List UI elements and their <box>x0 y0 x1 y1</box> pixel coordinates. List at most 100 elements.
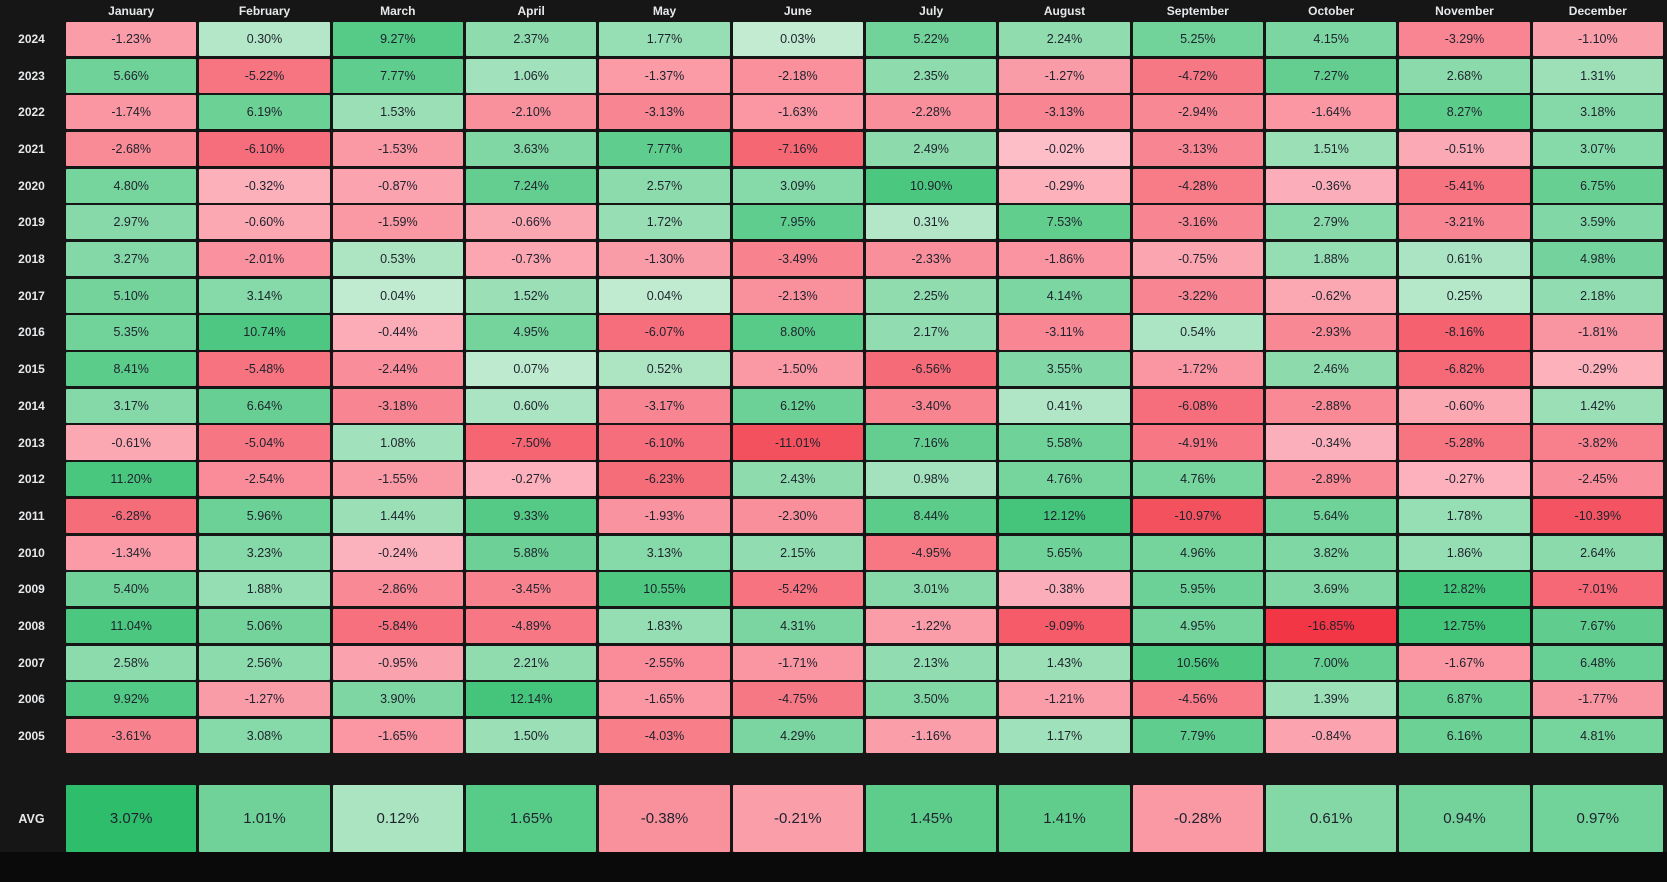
year-row-2009: 2009 5.40% 1.88% -2.86% -3.45% 10.55% -5.42% 3.… <box>0 572 1663 607</box>
return-cell: -0.51% <box>1399 132 1530 167</box>
return-cell: 3.69% <box>1265 572 1397 607</box>
return-cell: 6.87% <box>1399 682 1530 717</box>
return-cell: 3.90% <box>332 682 463 717</box>
return-cell: 0.07% <box>465 352 597 387</box>
return-cell: 1.42% <box>1532 388 1663 423</box>
return-cell: -1.30% <box>599 242 730 277</box>
return-cell: -2.54% <box>199 462 330 497</box>
return-cell: 5.10% <box>66 278 197 313</box>
avg-cell: 0.61% <box>1265 785 1397 852</box>
return-cell: -2.44% <box>332 352 463 387</box>
return-cell: 11.20% <box>66 462 197 497</box>
column-header-july: July <box>919 4 944 18</box>
return-cell: 0.31% <box>865 205 997 240</box>
year-row-2018: 2018 3.27% -2.01% 0.53% -0.73% -1.30% -3.49% -2… <box>0 242 1663 277</box>
return-cell: 6.48% <box>1532 645 1663 680</box>
avg-cell: 1.65% <box>465 785 597 852</box>
return-cell: -1.81% <box>1532 315 1663 350</box>
return-cell: -1.77% <box>1532 682 1663 717</box>
return-cell: -0.34% <box>1265 425 1397 460</box>
return-cell: -1.63% <box>732 95 863 130</box>
return-cell: 1.72% <box>599 205 730 240</box>
return-cell: 1.31% <box>1532 58 1663 93</box>
return-cell: -2.94% <box>1132 95 1263 130</box>
return-cell: 2.18% <box>1532 278 1663 313</box>
return-cell: -0.29% <box>999 168 1130 203</box>
return-cell: -0.84% <box>1265 718 1397 753</box>
return-cell: 0.04% <box>599 278 730 313</box>
return-cell: 2.68% <box>1399 58 1530 93</box>
year-row-2008: 2008 11.04% 5.06% -5.84% -4.89% 1.83% 4.31% -1.… <box>0 608 1663 643</box>
return-cell: 5.40% <box>66 572 197 607</box>
return-cell: 2.56% <box>199 645 330 680</box>
year-row-2022: 2022 -1.74% 6.19% 1.53% -2.10% -3.13% -1.63% -2… <box>0 95 1663 130</box>
return-cell: 7.79% <box>1132 718 1263 753</box>
monthly-returns-heatmap: January February March April May June July Augu… <box>0 4 1663 852</box>
return-cell: 2.17% <box>865 315 997 350</box>
return-cell: 0.04% <box>332 278 463 313</box>
year-row-2013: 2013 -0.61% -5.04% 1.08% -7.50% -6.10% -11.01%… <box>0 425 1663 460</box>
year-row-2010: 2010 -1.34% 3.23% -0.24% 5.88% 3.13% 2.15% -4.9… <box>0 535 1663 570</box>
return-cell: 1.88% <box>1265 242 1397 277</box>
return-cell: 3.27% <box>66 242 197 277</box>
return-cell: 12.82% <box>1399 572 1530 607</box>
column-header-october: October <box>1308 4 1355 18</box>
return-cell: 0.25% <box>1399 278 1530 313</box>
return-cell: -3.40% <box>865 388 997 423</box>
return-cell: -5.04% <box>199 425 330 460</box>
return-cell: 2.79% <box>1265 205 1397 240</box>
return-cell: -1.72% <box>1132 352 1263 387</box>
return-cell: -5.42% <box>732 572 863 607</box>
return-cell: 3.63% <box>465 132 597 167</box>
return-cell: -0.95% <box>332 645 463 680</box>
return-cell: 3.23% <box>199 535 330 570</box>
return-cell: 7.53% <box>999 205 1130 240</box>
return-cell: 5.64% <box>1265 498 1397 533</box>
avg-cell: 1.01% <box>199 785 330 852</box>
return-cell: 3.50% <box>865 682 997 717</box>
return-cell: -7.01% <box>1532 572 1663 607</box>
year-row-2006: 2006 9.92% -1.27% 3.90% 12.14% -1.65% -4.75% 3.… <box>0 682 1663 717</box>
avg-cell: 1.41% <box>999 785 1130 852</box>
return-cell: -4.03% <box>599 718 730 753</box>
return-cell: 7.77% <box>599 132 730 167</box>
year-label: 2012 <box>18 472 45 487</box>
return-cell: -4.72% <box>1132 58 1263 93</box>
return-cell: 6.16% <box>1399 718 1530 753</box>
return-cell: -4.28% <box>1132 168 1263 203</box>
return-cell: -2.86% <box>332 572 463 607</box>
return-cell: -1.23% <box>66 22 197 57</box>
return-cell: -3.45% <box>465 572 597 607</box>
column-header-june: June <box>783 4 812 18</box>
avg-separator <box>0 753 1663 785</box>
year-row-2016: 2016 5.35% 10.74% -0.44% 4.95% -6.07% 8.80% 2.1… <box>0 315 1663 350</box>
return-cell: 1.44% <box>332 498 463 533</box>
return-cell: 9.92% <box>66 682 197 717</box>
year-label: 2005 <box>18 728 45 743</box>
return-cell: -4.91% <box>1132 425 1263 460</box>
return-cell: -2.30% <box>732 498 863 533</box>
return-cell: 1.86% <box>1399 535 1530 570</box>
return-cell: 0.52% <box>599 352 730 387</box>
return-cell: 5.66% <box>66 58 197 93</box>
avg-cell: -0.38% <box>599 785 730 852</box>
return-cell: -2.13% <box>732 278 863 313</box>
return-cell: -0.29% <box>1532 352 1663 387</box>
return-cell: -3.13% <box>599 95 730 130</box>
year-label: 2017 <box>18 288 45 303</box>
return-cell: -1.10% <box>1532 22 1663 57</box>
return-cell: -0.32% <box>199 168 330 203</box>
return-cell: -1.67% <box>1399 645 1530 680</box>
year-label: 2014 <box>18 398 45 413</box>
return-cell: -2.10% <box>465 95 597 130</box>
return-cell: -2.68% <box>66 132 197 167</box>
return-cell: -7.16% <box>732 132 863 167</box>
return-cell: 1.06% <box>465 58 597 93</box>
year-label: 2023 <box>18 68 45 83</box>
avg-cell: -0.28% <box>1132 785 1263 852</box>
return-cell: 10.55% <box>599 572 730 607</box>
return-cell: -2.89% <box>1265 462 1397 497</box>
return-cell: -0.87% <box>332 168 463 203</box>
return-cell: -0.02% <box>999 132 1130 167</box>
return-cell: 6.12% <box>732 388 863 423</box>
